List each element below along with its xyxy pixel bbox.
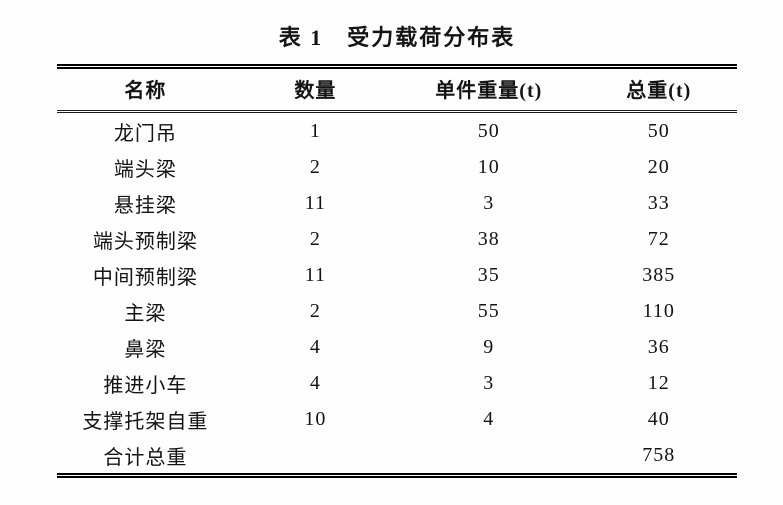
load-distribution-table: 名称 数量 单件重量(t) 总重(t) 龙门吊 1 50 50 端头梁 2 10… [57,64,737,478]
table-row: 推进小车 4 3 12 [57,365,737,401]
cell-unit-weight: 9 [483,335,495,358]
table-row: 主梁 2 55 110 [57,293,737,329]
cell-quantity: 4 [309,335,321,358]
cell-unit-weight: 50 [477,119,500,142]
cell-unit-weight [397,437,581,476]
cell-total-weight: 36 [647,335,670,358]
cell-quantity: 11 [304,191,327,214]
cell-name: 支撑托架自重 [82,410,209,433]
cell-name: 鼻梁 [124,338,167,361]
cell-quantity [234,437,397,476]
cell-quantity: 1 [309,119,321,142]
cell-unit-weight: 55 [477,299,500,322]
cell-name: 中间预制梁 [92,266,198,289]
column-header-quantity: 数量 [233,66,397,113]
cell-total-weight: 110 [642,299,675,322]
table-row: 龙门吊 1 50 50 [57,112,737,150]
cell-quantity: 2 [309,299,321,322]
column-header-total-weight: 总重(t) [580,66,737,113]
cell-unit-weight: 10 [477,155,500,178]
table-row: 支撑托架自重 10 4 40 [57,401,737,437]
cell-unit-weight: 38 [477,227,500,250]
cell-total-weight: 20 [647,155,670,178]
cell-total-weight: 758 [642,443,676,466]
cell-total-weight: 12 [647,371,670,394]
table-row: 端头梁 2 10 20 [57,149,737,185]
table-row: 端头预制梁 2 38 72 [57,221,737,257]
header-row: 名称 数量 单件重量(t) 总重(t) [57,66,737,113]
table-row: 悬挂梁 11 3 33 [57,185,737,221]
cell-total-weight: 40 [647,407,670,430]
cell-total-weight: 50 [647,119,670,142]
cell-total-weight: 385 [642,263,676,286]
cell-quantity: 4 [309,371,321,394]
cell-quantity: 10 [304,407,327,430]
cell-total-weight: 72 [647,227,670,250]
cell-name: 悬挂梁 [113,194,177,217]
cell-name: 合计总重 [103,446,188,469]
cell-name: 龙门吊 [113,122,177,145]
column-header-name: 名称 [57,66,234,113]
cell-total-weight: 33 [647,191,670,214]
table-row: 鼻梁 4 9 36 [57,329,737,365]
cell-name: 推进小车 [103,374,188,397]
cell-unit-weight: 3 [483,191,495,214]
table-row-total: 合计总重 758 [57,437,737,476]
table-row: 中间预制梁 11 35 385 [57,257,737,293]
cell-name: 端头预制梁 [92,230,198,253]
cell-unit-weight: 3 [483,371,495,394]
cell-unit-weight: 4 [483,407,495,430]
cell-name: 端头梁 [113,158,177,181]
table-title: 表 1 受力载荷分布表 [278,25,516,50]
cell-quantity: 11 [304,263,327,286]
cell-quantity: 2 [309,155,321,178]
cell-name: 主梁 [124,302,167,325]
column-header-unit-weight: 单件重量(t) [396,66,581,113]
table-body: 龙门吊 1 50 50 端头梁 2 10 20 悬挂梁 11 3 33 端头预制… [57,112,737,476]
cell-unit-weight: 35 [477,263,500,286]
cell-quantity: 2 [309,227,321,250]
